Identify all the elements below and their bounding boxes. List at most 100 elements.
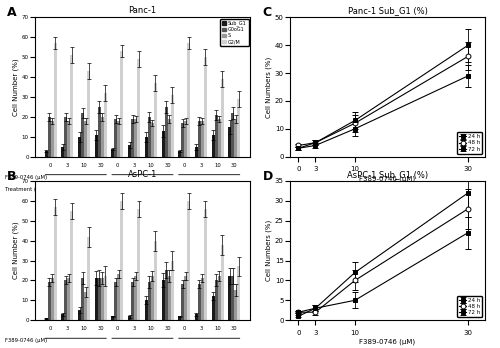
Bar xyxy=(162,280,164,320)
Legend: 24 h, 48 h, 72 h: 24 h, 48 h, 72 h xyxy=(457,296,482,317)
Bar xyxy=(162,131,164,157)
Bar xyxy=(187,201,190,320)
Bar xyxy=(78,137,81,157)
Bar xyxy=(204,57,207,157)
Bar xyxy=(134,276,137,320)
Bar xyxy=(168,276,170,320)
Bar xyxy=(120,201,124,320)
Legend: 24 h, 48 h, 72 h: 24 h, 48 h, 72 h xyxy=(457,132,482,154)
X-axis label: F389-0746 (μM): F389-0746 (μM) xyxy=(360,339,416,345)
Bar xyxy=(178,316,181,320)
Bar xyxy=(164,270,168,320)
Bar xyxy=(231,113,234,157)
Text: F389-0746 (μM): F389-0746 (μM) xyxy=(5,175,47,180)
Bar xyxy=(101,278,104,320)
Bar xyxy=(81,113,84,157)
Bar xyxy=(95,278,98,320)
Bar xyxy=(62,147,64,157)
Bar xyxy=(154,240,157,320)
Bar xyxy=(101,117,104,157)
Bar xyxy=(137,209,140,320)
Bar xyxy=(237,267,240,320)
Bar xyxy=(184,121,187,157)
Bar xyxy=(201,121,204,157)
Bar xyxy=(148,282,151,320)
Bar xyxy=(128,145,131,157)
Bar xyxy=(104,276,107,320)
Bar xyxy=(170,95,173,157)
Text: C: C xyxy=(262,6,272,19)
Bar xyxy=(131,282,134,320)
Bar xyxy=(212,135,214,157)
Bar xyxy=(164,107,168,157)
Bar xyxy=(220,245,224,320)
Bar xyxy=(201,278,204,320)
Bar xyxy=(84,121,87,157)
Bar xyxy=(51,278,54,320)
Bar xyxy=(198,284,201,320)
Bar xyxy=(112,316,114,320)
Y-axis label: Cell Numbers (%): Cell Numbers (%) xyxy=(266,220,272,281)
Y-axis label: Cell Number (%): Cell Number (%) xyxy=(12,58,19,116)
Text: 48: 48 xyxy=(138,186,146,191)
Bar xyxy=(70,55,74,157)
Bar xyxy=(54,43,57,157)
Bar xyxy=(98,107,101,157)
Title: AsPC-1: AsPC-1 xyxy=(128,170,157,179)
Bar xyxy=(212,296,214,320)
Bar xyxy=(214,280,218,320)
Bar xyxy=(120,51,124,157)
Bar xyxy=(218,276,220,320)
Bar xyxy=(187,43,190,157)
Bar xyxy=(198,121,201,157)
Bar xyxy=(98,278,101,320)
Bar xyxy=(70,211,74,320)
Bar xyxy=(48,117,51,157)
Bar xyxy=(151,276,154,320)
Bar xyxy=(112,149,114,157)
Bar xyxy=(148,117,151,157)
Bar xyxy=(178,151,181,157)
Text: Treatment (h): Treatment (h) xyxy=(5,187,42,192)
Bar xyxy=(104,93,107,157)
Y-axis label: Cell Numbers (%): Cell Numbers (%) xyxy=(266,56,272,118)
Bar xyxy=(81,278,84,320)
Bar xyxy=(128,316,131,320)
Bar xyxy=(181,284,184,320)
Bar xyxy=(45,318,48,320)
Bar xyxy=(228,276,231,320)
Bar xyxy=(195,314,198,320)
Bar xyxy=(218,119,220,157)
Bar xyxy=(184,276,187,320)
Bar xyxy=(131,119,134,157)
Bar xyxy=(51,121,54,157)
Text: B: B xyxy=(7,170,16,183)
Bar xyxy=(154,83,157,157)
Bar xyxy=(234,119,237,157)
Title: Panc-1 Sub_G1 (%): Panc-1 Sub_G1 (%) xyxy=(348,6,428,15)
Text: 24: 24 xyxy=(72,186,80,191)
Bar xyxy=(62,314,64,320)
Bar xyxy=(64,117,68,157)
Y-axis label: Cell Number (%): Cell Number (%) xyxy=(12,222,19,279)
Text: F389-0746 (μM): F389-0746 (μM) xyxy=(5,338,47,343)
Text: A: A xyxy=(7,6,16,19)
Bar xyxy=(228,127,231,157)
Bar xyxy=(68,278,70,320)
Legend: Sub_G1, G0oG1, S, G2/M: Sub_G1, G0oG1, S, G2/M xyxy=(220,19,248,46)
Bar xyxy=(84,292,87,320)
Title: Panc-1: Panc-1 xyxy=(128,6,156,15)
Bar xyxy=(87,237,90,320)
Bar xyxy=(145,137,148,157)
Bar xyxy=(87,71,90,157)
Bar xyxy=(231,276,234,320)
Bar xyxy=(114,282,117,320)
Bar xyxy=(151,123,154,157)
Bar xyxy=(95,135,98,157)
Text: 72: 72 xyxy=(205,186,213,191)
Bar xyxy=(137,59,140,157)
Bar xyxy=(234,290,237,320)
Bar xyxy=(195,147,198,157)
Text: D: D xyxy=(262,170,273,183)
Bar xyxy=(204,209,207,320)
